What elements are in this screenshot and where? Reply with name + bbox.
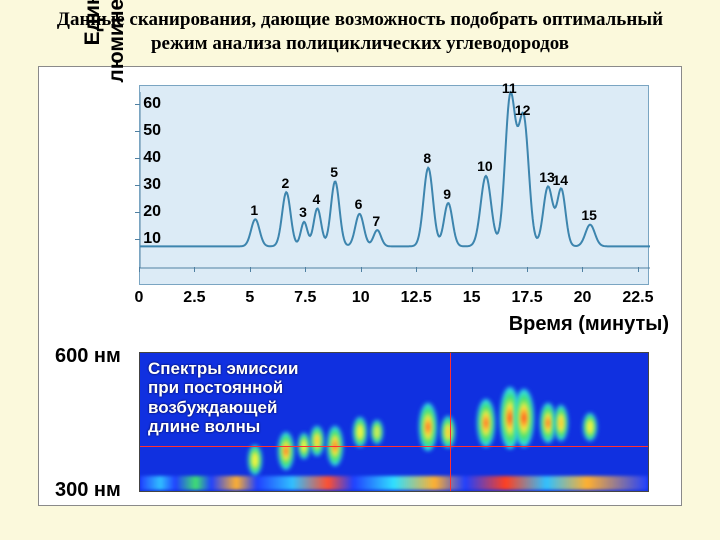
emission-blob — [248, 445, 262, 475]
peak-label: 2 — [275, 175, 295, 191]
chrom-xtick: 0 — [119, 289, 159, 307]
chromatogram-trace — [140, 86, 650, 286]
heatmap-title: Спектры эмиссии при постоянной возбуждаю… — [148, 359, 298, 437]
peak-label: 7 — [366, 213, 386, 229]
emission-blob — [419, 403, 437, 451]
chrom-ylabel: Единицы люминесценции — [81, 0, 129, 97]
emission-blob — [554, 405, 568, 441]
peak-label: 1 — [244, 202, 264, 218]
chromatogram-panel — [139, 85, 649, 285]
chrom-xtick: 20 — [562, 289, 602, 307]
peak-label: 8 — [417, 150, 437, 166]
chrom-ytick: 30 — [129, 176, 161, 194]
emission-blob — [514, 389, 534, 447]
figure-area: Единицы люминесценции Время (минуты) 600… — [38, 66, 682, 506]
chrom-ytick: 60 — [129, 95, 161, 113]
chrom-xtick: 22.5 — [618, 289, 658, 307]
peak-label: 15 — [579, 207, 599, 223]
peak-label: 14 — [550, 172, 570, 188]
peak-label: 9 — [437, 186, 457, 202]
emission-blob — [371, 420, 383, 444]
chrom-xtick: 7.5 — [285, 289, 325, 307]
chrom-ytick: 20 — [129, 203, 161, 221]
chrom-xtick: 5 — [230, 289, 270, 307]
peak-label: 10 — [475, 158, 495, 174]
emission-blob — [353, 417, 367, 447]
peak-label: 5 — [324, 164, 344, 180]
emission-blob — [477, 399, 495, 447]
chrom-ytick: 10 — [129, 230, 161, 248]
chrom-xtick: 15 — [452, 289, 492, 307]
peak-label: 6 — [349, 196, 369, 212]
peak-label: 12 — [513, 102, 533, 118]
emission-blob — [441, 416, 455, 448]
heatmap-y-top: 600 нм — [55, 345, 121, 368]
emission-blob — [278, 432, 294, 470]
emission-blob — [310, 426, 324, 456]
heatmap-panel: Спектры эмиссии при постоянной возбуждаю… — [139, 352, 649, 492]
chrom-xtick: 10 — [341, 289, 381, 307]
peak-label: 11 — [499, 80, 519, 96]
chrom-xtick: 17.5 — [507, 289, 547, 307]
chrom-ytick: 40 — [129, 149, 161, 167]
chrom-ytick: 50 — [129, 122, 161, 140]
chrom-xtick: 2.5 — [174, 289, 214, 307]
peak-label: 4 — [306, 191, 326, 207]
emission-blob — [583, 413, 597, 441]
chrom-xtick: 12.5 — [396, 289, 436, 307]
chrom-xlabel: Время (минуты) — [509, 313, 669, 336]
heatmap-y-bottom: 300 нм — [55, 479, 121, 502]
